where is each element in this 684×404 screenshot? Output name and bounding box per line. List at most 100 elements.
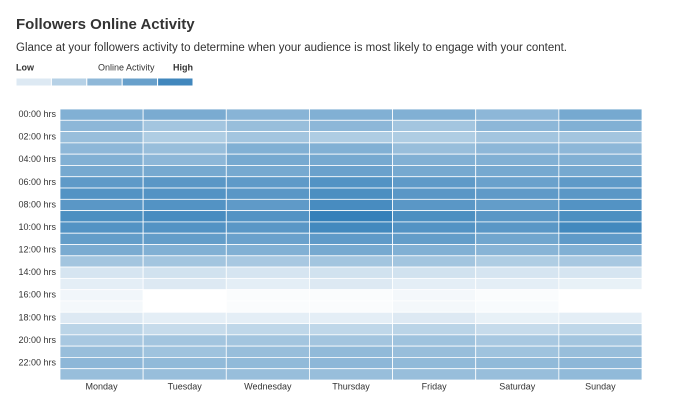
- heat-cell: [142, 187, 227, 200]
- heat-cell: [142, 232, 227, 245]
- heat-cell: [392, 244, 477, 257]
- heat-cell: [59, 311, 144, 324]
- heat-cell: [309, 311, 393, 324]
- heat-cell: [558, 232, 643, 245]
- y-tick-label: 10:00 hrs: [18, 222, 56, 232]
- x-tick-label: Sunday: [585, 381, 616, 391]
- heat-cell: [558, 221, 643, 234]
- heat-cell: [392, 165, 477, 178]
- x-tick-label: Thursday: [332, 381, 370, 391]
- heat-cell: [225, 142, 310, 155]
- heat-cell: [475, 323, 560, 336]
- heat-cell: [392, 357, 477, 370]
- heat-cell: [225, 221, 310, 234]
- heat-cell: [225, 289, 310, 302]
- heat-cell: [59, 119, 144, 132]
- y-tick-label: 00:00 hrs: [18, 109, 56, 119]
- heat-cell: [142, 153, 227, 166]
- heat-cell: [142, 244, 227, 257]
- heat-cell: [59, 142, 144, 155]
- heat-cell: [475, 334, 560, 347]
- heat-cell: [225, 131, 310, 144]
- heat-cell: [392, 277, 477, 291]
- heat-cell: [142, 210, 227, 223]
- heat-cell: [225, 311, 310, 324]
- heat-cell: [309, 255, 393, 268]
- heat-cell: [59, 210, 144, 223]
- heat-cell: [475, 368, 560, 381]
- x-tick-label: Monday: [86, 381, 119, 391]
- heat-cell: [309, 153, 393, 166]
- heat-cell: [59, 153, 144, 166]
- heat-cell: [392, 255, 477, 268]
- heat-cell: [475, 108, 560, 121]
- heat-cell: [475, 119, 560, 132]
- heat-cell: [142, 255, 227, 268]
- legend-high: High: [173, 62, 193, 72]
- heat-cell: [142, 368, 227, 381]
- legend-swatch: [157, 77, 194, 87]
- heat-cell: [225, 119, 310, 132]
- heat-cell: [558, 300, 643, 313]
- heat-cell: [59, 255, 144, 268]
- heat-cell: [475, 255, 560, 268]
- heat-cell: [309, 232, 393, 245]
- heat-cell: [392, 198, 477, 212]
- chart-subtitle: Glance at your followers activity to det…: [16, 42, 567, 54]
- heat-cell: [142, 289, 227, 302]
- heat-cell: [558, 142, 643, 155]
- heat-cell: [59, 368, 144, 381]
- y-tick-label: 22:00 hrs: [18, 357, 56, 367]
- heat-cell: [309, 357, 393, 370]
- heat-cell: [558, 311, 643, 324]
- heat-cell: [558, 357, 643, 370]
- heat-cell: [309, 300, 393, 313]
- heat-cell: [475, 345, 560, 358]
- heat-cell: [392, 266, 477, 279]
- heat-cell: [475, 165, 560, 178]
- heat-cell: [142, 334, 227, 347]
- heat-cell: [392, 221, 477, 234]
- legend-low: Low: [16, 62, 35, 72]
- heatmap-cells: [59, 108, 643, 381]
- y-tick-label: 12:00 hrs: [18, 245, 56, 255]
- heat-cell: [59, 300, 144, 313]
- heat-cell: [558, 210, 643, 223]
- heat-cell: [475, 289, 560, 302]
- heat-cell: [59, 345, 144, 358]
- axis-labels: 00:00 hrs 02:00 hrs 04:00 hrs 06:00 hrs 08:0…: [18, 109, 616, 391]
- heat-cell: [558, 266, 643, 279]
- heat-cell: [392, 334, 477, 347]
- heat-cell: [225, 176, 310, 189]
- legend-swatch: [121, 77, 159, 87]
- heat-cell: [225, 277, 310, 291]
- heat-cell: [475, 131, 560, 144]
- heat-cell: [142, 277, 227, 291]
- heat-cell: [309, 345, 393, 358]
- heat-cell: [59, 277, 144, 291]
- heat-cell: [59, 198, 144, 212]
- heat-cell: [558, 368, 643, 381]
- heat-cell: [392, 345, 477, 358]
- x-tick-label: Friday: [422, 381, 448, 391]
- chart-title: Followers Online Activity: [16, 16, 195, 33]
- heat-cell: [309, 187, 393, 200]
- heat-cell: [558, 289, 643, 302]
- y-tick-label: 06:00 hrs: [18, 177, 56, 187]
- heat-cell: [558, 255, 643, 268]
- heat-cell: [392, 187, 477, 200]
- heat-cell: [558, 131, 643, 144]
- heat-cell: [142, 345, 227, 358]
- heat-cell: [392, 210, 477, 223]
- heat-cell: [475, 153, 560, 166]
- heat-cell: [59, 266, 144, 279]
- heat-cell: [59, 187, 144, 200]
- x-tick-label: Wednesday: [244, 381, 292, 391]
- heat-cell: [225, 244, 310, 257]
- y-tick-label: 16:00 hrs: [18, 290, 56, 300]
- y-tick-label: 14:00 hrs: [18, 267, 56, 277]
- heat-cell: [225, 323, 310, 336]
- heat-cell: [392, 176, 477, 189]
- heat-cell: [475, 357, 560, 370]
